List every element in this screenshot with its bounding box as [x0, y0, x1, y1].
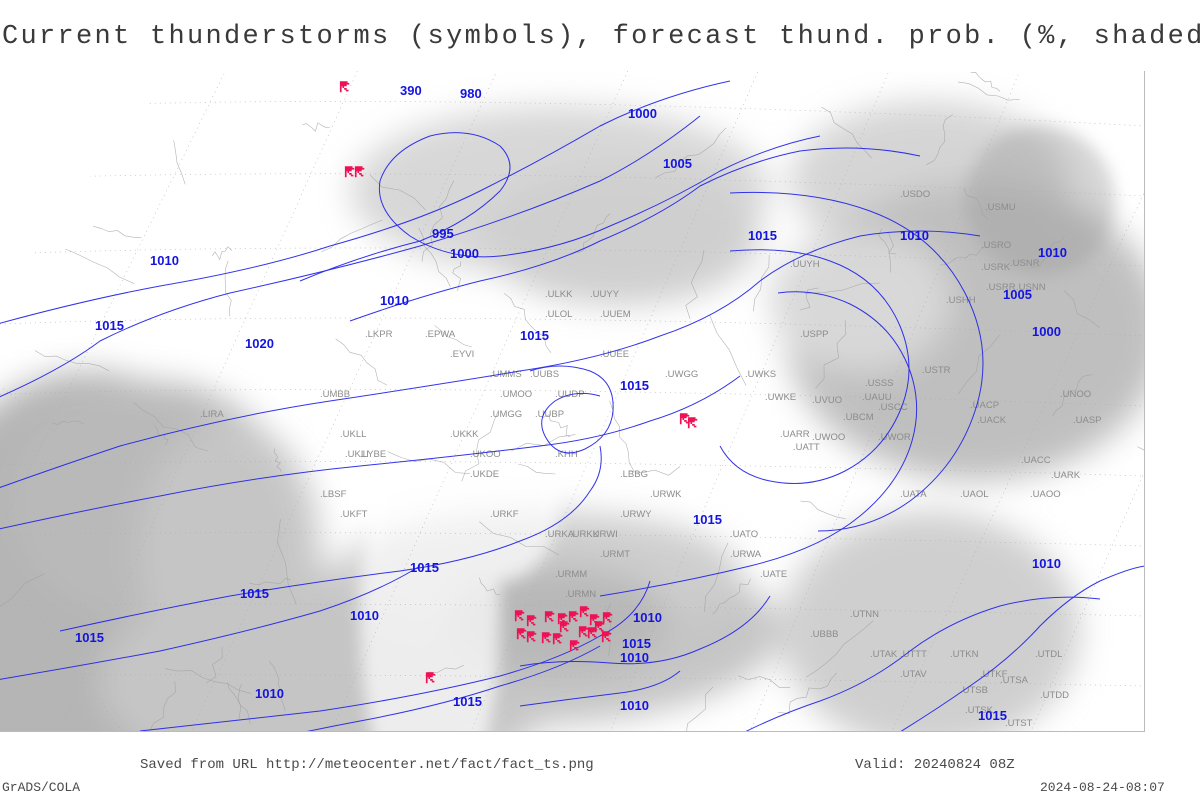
svg-text:.UARR: .UARR [780, 429, 810, 440]
svg-text:1000: 1000 [450, 246, 479, 261]
svg-text:.LBSF: .LBSF [320, 489, 347, 500]
svg-text:1005: 1005 [663, 156, 692, 171]
svg-text:1010: 1010 [900, 228, 929, 243]
svg-text:.UAOO: .UAOO [1030, 489, 1061, 500]
svg-text:.UTTT: .UTTT [900, 649, 927, 660]
svg-text:.UACK: .UACK [977, 415, 1007, 426]
svg-text:.UWKE: .UWKE [765, 392, 796, 403]
svg-text:1015: 1015 [95, 318, 124, 333]
svg-text:1015: 1015 [520, 328, 549, 343]
svg-text:1010: 1010 [1032, 556, 1061, 571]
svg-text:.LIRA: .LIRA [200, 409, 224, 420]
svg-text:.EYVI: .EYVI [450, 349, 474, 360]
svg-text:.ULKK: .ULKK [545, 289, 573, 300]
svg-text:.UASP: .UASP [1073, 415, 1102, 426]
svg-text:.UKLL: .UKLL [340, 429, 366, 440]
svg-text:.UUYH: .UUYH [790, 259, 820, 270]
svg-text:.UTDD: .UTDD [1040, 690, 1069, 701]
svg-text:1010: 1010 [350, 608, 379, 623]
svg-text:.UKDE: .UKDE [470, 469, 499, 480]
svg-text:.USPP: .USPP [800, 329, 829, 340]
svg-text:1000: 1000 [628, 106, 657, 121]
svg-text:980: 980 [460, 86, 482, 101]
svg-text:.ULOL: .ULOL [545, 309, 572, 320]
svg-text:.UARK: .UARK [1051, 470, 1081, 481]
svg-text:.UTAV: .UTAV [900, 669, 927, 680]
svg-text:1010: 1010 [978, 728, 1007, 732]
svg-text:.EPWA: .EPWA [425, 329, 456, 340]
svg-text:.UUBS: .UUBS [530, 369, 559, 380]
svg-text:.USSS: .USSS [865, 378, 894, 389]
svg-text:.URKF: .URKF [490, 509, 519, 520]
svg-text:.UKOO: .UKOO [470, 449, 501, 460]
svg-text:.USRO: .USRO [981, 240, 1011, 251]
svg-text:.UMGG: .UMGG [490, 409, 522, 420]
svg-text:.UTAK: .UTAK [870, 649, 898, 660]
svg-text:.UATO: .UATO [730, 529, 758, 540]
svg-text:.UBBB: .UBBB [810, 629, 839, 640]
svg-text:390: 390 [400, 83, 422, 98]
svg-text:.UKKK: .UKKK [450, 429, 479, 440]
svg-text:1010: 1010 [255, 686, 284, 701]
svg-text:.UVUO: .UVUO [812, 395, 842, 406]
svg-text:.LYBE: .LYBE [360, 449, 386, 460]
svg-text:.UUEM: .UUEM [600, 309, 631, 320]
svg-text:.USMU: .USMU [985, 202, 1016, 213]
svg-text:1000: 1000 [1032, 324, 1061, 339]
svg-text:.LBBG: .LBBG [620, 469, 648, 480]
svg-text:.USRK: .USRK [981, 262, 1011, 273]
svg-text:.URMN: .URMN [565, 589, 596, 600]
svg-text:.URMM: .URMM [555, 569, 587, 580]
svg-text:.UTNN: .UTNN [850, 609, 879, 620]
svg-text:.UNOO: .UNOO [1060, 389, 1091, 400]
svg-text:1015: 1015 [75, 630, 104, 645]
svg-text:.UTKN: .UTKN [950, 649, 979, 660]
svg-text:1015: 1015 [622, 636, 651, 651]
svg-text:1015: 1015 [620, 378, 649, 393]
svg-text:.USHH: .USHH [946, 295, 976, 306]
svg-text:1020: 1020 [245, 336, 274, 351]
svg-text:.USDO: .USDO [900, 189, 930, 200]
svg-text:1015: 1015 [410, 560, 439, 575]
svg-text:1010: 1010 [620, 698, 649, 713]
svg-text:.UWOR: .UWOR [878, 432, 911, 443]
svg-text:.UAOL: .UAOL [960, 489, 989, 500]
svg-text:1010: 1010 [150, 253, 179, 268]
svg-text:.URWI: .URWI [590, 529, 618, 540]
svg-text:.UTDL: .UTDL [1035, 649, 1062, 660]
svg-text:1015: 1015 [978, 708, 1007, 723]
svg-text:1015: 1015 [748, 228, 777, 243]
svg-text:.UACC: .UACC [1021, 455, 1051, 466]
svg-text:.UUYY: .UUYY [590, 289, 620, 300]
svg-text:.UUBP: .UUBP [535, 409, 564, 420]
svg-text:1015: 1015 [693, 512, 722, 527]
svg-text:.URWA: .URWA [730, 549, 762, 560]
svg-text:995: 995 [432, 226, 454, 241]
svg-text:1015: 1015 [240, 586, 269, 601]
svg-text:.UWGG: .UWGG [665, 369, 698, 380]
svg-text:.USTR: .USTR [922, 365, 951, 376]
svg-text:1010: 1010 [380, 293, 409, 308]
svg-text:.UAUU: .UAUU [862, 392, 892, 403]
svg-text:.UBCM: .UBCM [843, 412, 874, 423]
svg-text:1010: 1010 [620, 650, 649, 665]
svg-text:.UKFT: .UKFT [340, 509, 368, 520]
svg-text:.LKPR: .LKPR [365, 329, 393, 340]
svg-text:.UATT: .UATT [793, 442, 820, 453]
svg-text:.USNR: .USNR [1010, 258, 1040, 269]
svg-text:.UWKS: .UWKS [745, 369, 776, 380]
svg-text:1005: 1005 [1003, 287, 1032, 302]
svg-text:1010: 1010 [633, 610, 662, 625]
svg-text:.UMOO: .UMOO [500, 389, 532, 400]
svg-text:.URWY: .URWY [620, 509, 652, 520]
svg-text:1015: 1015 [453, 694, 482, 709]
svg-text:.UACP: .UACP [970, 400, 999, 411]
svg-text:1010: 1010 [1038, 245, 1067, 260]
svg-text:.UTST: .UTST [1005, 718, 1033, 729]
svg-text:.UATE: .UATE [760, 569, 787, 580]
svg-text:.UMMS: .UMMS [490, 369, 522, 380]
svg-text:.UTSA: .UTSA [1000, 675, 1029, 686]
svg-text:.URWK: .URWK [650, 489, 682, 500]
svg-text:.URMT: .URMT [600, 549, 630, 560]
